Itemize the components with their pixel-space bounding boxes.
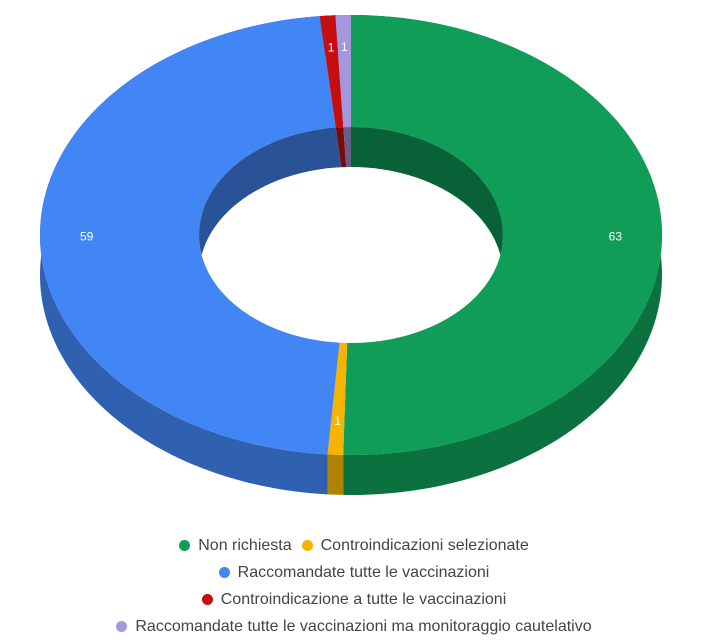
value-label: 1	[341, 40, 348, 54]
value-label: 59	[80, 230, 94, 244]
legend: Non richiesta Controindicazioni seleziona…	[0, 532, 708, 640]
value-label: 1	[328, 41, 335, 55]
legend-swatch	[116, 621, 128, 632]
legend-swatch	[179, 540, 191, 551]
legend-row: Controindicazione a tutte le vaccinazion…	[0, 586, 708, 613]
slice	[343, 15, 662, 455]
legend-item: Controindicazioni selezionate	[301, 536, 529, 555]
slice-side	[327, 454, 344, 495]
slice	[335, 15, 351, 128]
slice	[40, 16, 340, 455]
legend-item: Raccomandate tutte le vaccinazioni ma mo…	[116, 617, 592, 636]
legend-row: Non richiesta Controindicazioni seleziona…	[0, 532, 708, 559]
value-label: 1	[334, 414, 341, 428]
legend-label: Controindicazione a tutte le vaccinazion…	[220, 590, 507, 608]
legend-item: Raccomandate tutte le vaccinazioni	[218, 563, 490, 582]
legend-label: Raccomandate tutte le vaccinazioni ma mo…	[135, 617, 592, 635]
slice	[327, 342, 348, 455]
legend-item: Non richiesta	[179, 536, 292, 555]
legend-row: Raccomandate tutte le vaccinazioni ma mo…	[0, 613, 708, 640]
legend-row: Raccomandate tutte le vaccinazioni	[0, 559, 708, 586]
legend-label: Controindicazioni selezionate	[320, 536, 529, 554]
legend-swatch	[301, 540, 313, 551]
legend-label: Non richiesta	[198, 536, 292, 554]
slice	[319, 15, 344, 128]
value-label: 63	[609, 230, 623, 244]
legend-swatch	[218, 567, 230, 578]
legend-item: Controindicazione a tutte le vaccinazion…	[201, 590, 507, 609]
legend-swatch	[201, 594, 213, 605]
legend-label: Raccomandate tutte le vaccinazioni	[237, 563, 490, 581]
